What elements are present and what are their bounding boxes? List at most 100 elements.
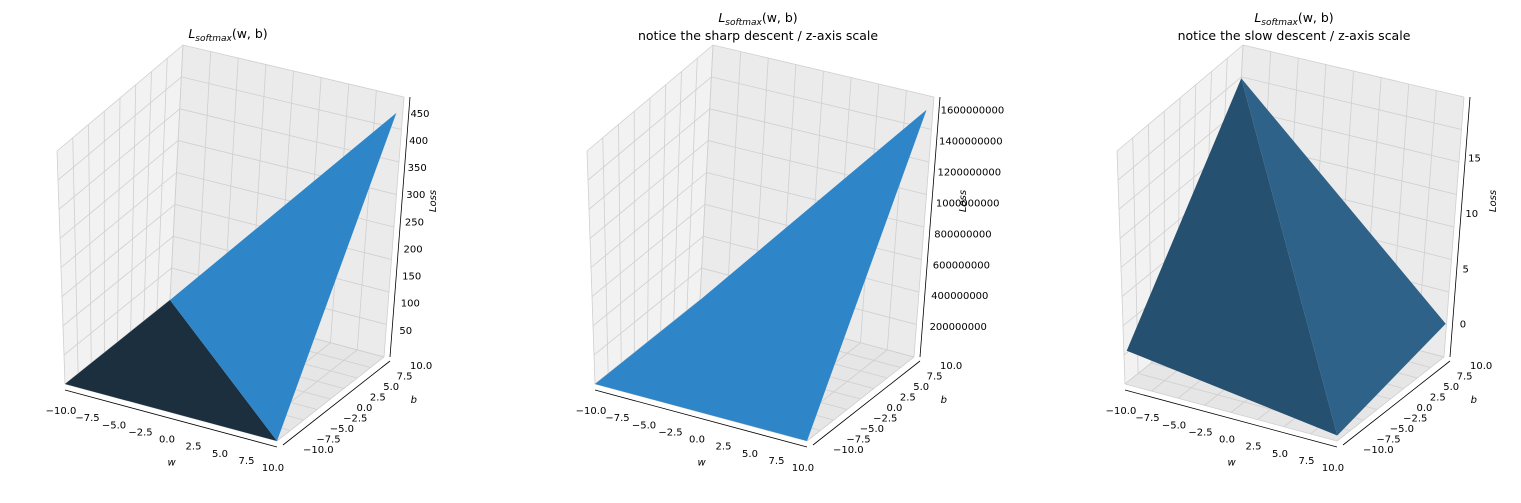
y-tick-label: 2.5 <box>370 393 386 404</box>
x-tick-label: 7.5 <box>769 456 785 467</box>
x-tick-label: 5.0 <box>742 449 758 460</box>
z-tick-label: 300 <box>406 190 425 201</box>
y-tick-label: 7.5 <box>1457 372 1473 383</box>
x-tick-label: −10.0 <box>576 406 607 417</box>
x-tick-label: −5.0 <box>632 420 656 431</box>
grid-line <box>586 44 935 152</box>
x-tick-label: 2.5 <box>1246 442 1262 453</box>
x-tick-label: 10.0 <box>792 463 814 474</box>
y-tick-label: 10.0 <box>410 361 432 372</box>
z-tick-label: 400000000 <box>931 291 988 302</box>
z-axis-line <box>919 96 941 358</box>
y-tick-label: 7.5 <box>397 372 413 383</box>
grid-line <box>1336 356 1445 442</box>
grid-line <box>56 44 405 152</box>
x-tick-label: −2.5 <box>1188 427 1212 438</box>
chart-title: Lsoftmax(w, b) <box>718 10 797 28</box>
z-tick-label: 1400000000 <box>939 137 1003 148</box>
x-tick-label: 7.5 <box>239 456 255 467</box>
grid-line <box>57 76 402 181</box>
grid-line <box>1116 44 1465 152</box>
x-tick-label: −2.5 <box>128 427 152 438</box>
y-axis-line <box>282 360 391 446</box>
y-tick-label: −10.0 <box>833 445 864 456</box>
chart-subtitle: notice the sharp descent / z-axis scale <box>638 28 878 43</box>
chart-title: Lsoftmax(w, b) <box>188 26 267 44</box>
z-tick-label: 450 <box>410 109 429 120</box>
z-tick-label: 600000000 <box>933 260 990 271</box>
grid-line <box>58 108 400 210</box>
y-tick-label: −2.5 <box>873 414 897 425</box>
chart-title: Lsoftmax(w, b) <box>1254 10 1333 28</box>
x-tick-label: 0.0 <box>1219 435 1235 446</box>
y-tick-label: 0.0 <box>887 403 903 414</box>
chart-subtitle: notice the slow descent / z-axis scale <box>1178 28 1411 43</box>
x-tick-label: −5.0 <box>102 420 126 431</box>
y-tick-label: −10.0 <box>303 445 334 456</box>
surface <box>170 112 397 442</box>
grid-line <box>588 108 930 210</box>
y-tick-label: 0.0 <box>357 403 373 414</box>
x-tick-label: 10.0 <box>1322 463 1344 474</box>
y-tick-label: 5.0 <box>913 382 929 393</box>
y-tick-label: −5.0 <box>860 424 884 435</box>
x-tick-label: 7.5 <box>1299 456 1315 467</box>
x-tick-label: −10.0 <box>46 406 77 417</box>
x-tick-label: 2.5 <box>716 442 732 453</box>
x-tick-label: −5.0 <box>1162 420 1186 431</box>
x-axis-line <box>64 389 278 448</box>
x-axis-line <box>594 389 808 448</box>
z-axis-line <box>389 96 411 358</box>
grid-line <box>587 76 932 181</box>
z-tick-label: 150 <box>402 272 421 283</box>
x-tick-label: 2.5 <box>186 442 202 453</box>
x-axis-line <box>1124 389 1338 448</box>
z-tick-label: 250 <box>405 217 424 228</box>
surface <box>1126 78 1338 436</box>
y-axis-line <box>812 360 921 446</box>
y-axis-line <box>1342 360 1451 446</box>
z-tick-label: 1600000000 <box>941 106 1005 117</box>
surface <box>595 109 927 441</box>
x-tick-label: −7.5 <box>605 413 629 424</box>
z-tick-label: 5 <box>1463 264 1469 275</box>
y-axis-label: b <box>411 395 417 406</box>
z-tick-label: 1000000000 <box>936 198 1000 209</box>
y-tick-label: −2.5 <box>1403 414 1427 425</box>
z-tick-label: 15 <box>1468 153 1481 164</box>
y-tick-label: 7.5 <box>927 372 943 383</box>
x-tick-label: 10.0 <box>262 463 284 474</box>
grid-line <box>1117 76 1462 181</box>
grid-line <box>806 356 915 442</box>
x-tick-label: 0.0 <box>689 435 705 446</box>
y-tick-label: 2.5 <box>1430 393 1446 404</box>
x-tick-label: −7.5 <box>1135 413 1159 424</box>
z-tick-label: 200 <box>404 244 423 255</box>
z-tick-label: 0 <box>1460 320 1466 331</box>
y-tick-label: 5.0 <box>1443 382 1459 393</box>
z-tick-label: 200000000 <box>930 322 987 333</box>
z-tick-label: 10 <box>1465 209 1478 220</box>
z-tick-label: 400 <box>409 136 428 147</box>
y-tick-label: 10.0 <box>940 361 962 372</box>
y-tick-label: −10.0 <box>1363 445 1394 456</box>
x-tick-label: −2.5 <box>658 427 682 438</box>
y-axis-label: b <box>941 395 947 406</box>
x-tick-label: −10.0 <box>1106 406 1137 417</box>
x-tick-label: −7.5 <box>75 413 99 424</box>
y-tick-label: 0.0 <box>1417 403 1433 414</box>
y-tick-label: 5.0 <box>383 382 399 393</box>
y-tick-label: −7.5 <box>316 435 340 446</box>
surface-dark <box>65 300 277 441</box>
y-tick-label: −7.5 <box>1376 435 1400 446</box>
chart-1: −10.0−7.5−5.0−2.50.02.55.07.510.0−10.0−7… <box>46 26 439 474</box>
x-tick-label: 0.0 <box>159 435 175 446</box>
x-axis-label: w <box>168 457 177 468</box>
z-tick-label: 50 <box>399 326 412 337</box>
z-axis-label: Loss <box>958 190 969 212</box>
y-tick-label: −7.5 <box>846 435 870 446</box>
y-tick-label: 10.0 <box>1470 361 1492 372</box>
x-tick-label: 5.0 <box>212 449 228 460</box>
y-tick-label: 2.5 <box>900 393 916 404</box>
x-axis-label: w <box>1228 457 1237 468</box>
